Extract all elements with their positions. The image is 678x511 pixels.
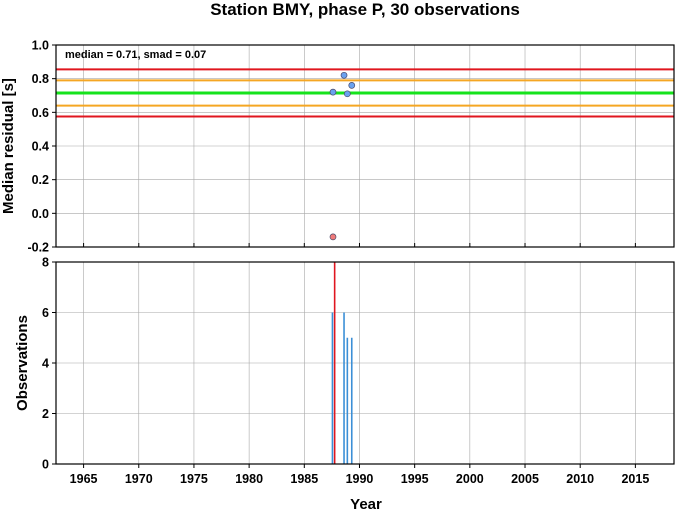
chart-title: Station BMY, phase P, 30 observations: [210, 0, 520, 19]
residual-point: [348, 82, 356, 89]
year-x-tick-label: 2010: [566, 472, 594, 486]
year-x-tick-label: 2000: [456, 472, 484, 486]
residual-y-tick-label: 1.0: [32, 39, 49, 53]
residual-point: [329, 88, 337, 96]
residual-point: [343, 90, 351, 98]
residual-grid: [56, 44, 674, 248]
residual-plot: -0.2 0.0 0.2 0.4 0.6 0.8 1.0 median = 0.71, sm…: [0, 39, 675, 255]
residual-y-tick-label: 0.0: [32, 207, 49, 221]
residual-y-axis-label: Median residual [s]: [0, 78, 17, 214]
residual-y-tick-label: 0.4: [32, 140, 49, 154]
observations-y-tick-label: 6: [42, 306, 49, 320]
residual-y-tick-label: -0.2: [27, 241, 49, 255]
residual-points: [329, 71, 356, 241]
observations-y-tick-label: 2: [42, 407, 49, 421]
year-x-tick-label: 2015: [621, 472, 649, 486]
residual-y-tick-label: 0.2: [32, 173, 49, 187]
observations-y-tick-label: 0: [42, 458, 49, 472]
observations-y-tick-label: 4: [42, 357, 49, 371]
residual-point: [340, 71, 348, 79]
year-x-axis-label: Year: [350, 496, 382, 511]
residual-point: [329, 233, 337, 241]
year-x-tick-label: 1990: [346, 472, 374, 486]
residual-y-tick-label: 0.8: [32, 72, 49, 86]
observations-plot: 0 2 4 6 8 1965 1970 1975 1980 1985 1990 1995 2000 20…: [14, 256, 675, 511]
year-x-tick-label: 1970: [125, 472, 153, 486]
reference-lines: [56, 68, 674, 118]
observations-grid: [56, 261, 674, 465]
year-x-tick-label: 1980: [235, 472, 263, 486]
year-x-tick-label: 1965: [70, 472, 98, 486]
year-x-tick-label: 1985: [290, 472, 318, 486]
year-x-tick-label: 1995: [401, 472, 429, 486]
year-x-tick-label: 1975: [180, 472, 208, 486]
residual-y-tick-label: 0.6: [32, 106, 49, 120]
year-x-tick-label: 2005: [511, 472, 539, 486]
year-x-ticks: 1965 1970 1975 1980 1985 1990 1995 2000 2005 2010…: [70, 464, 649, 486]
observations-y-axis-label: Observations: [14, 315, 31, 411]
stats-annotation: median = 0.71, smad = 0.07: [65, 49, 206, 61]
residual-y-ticks: -0.2 0.0 0.2 0.4 0.6 0.8 1.0: [27, 39, 636, 255]
observations-y-ticks: 0 2 4 6 8: [42, 256, 56, 472]
observations-bars: [331, 262, 353, 464]
observations-y-tick-label: 8: [42, 256, 49, 270]
